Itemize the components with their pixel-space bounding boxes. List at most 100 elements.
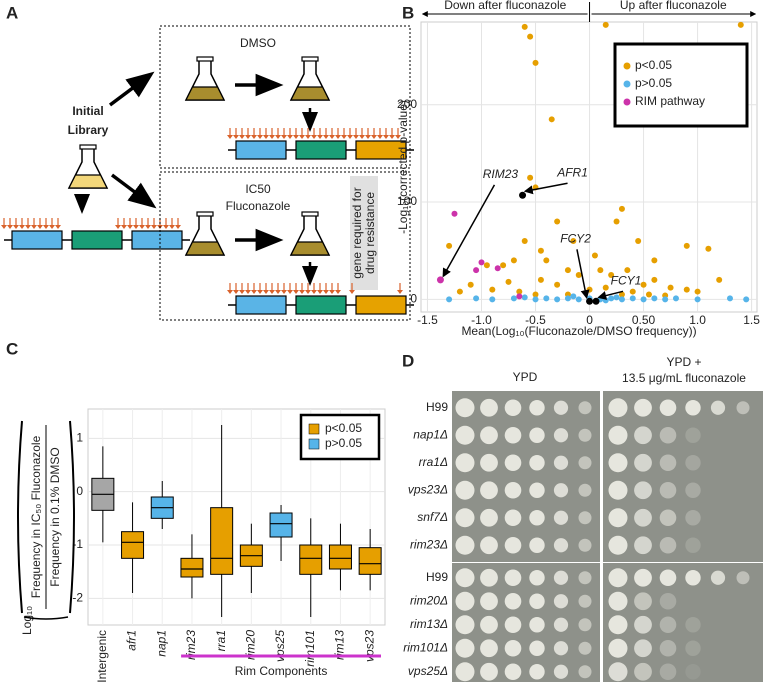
point	[570, 293, 577, 300]
point	[683, 286, 690, 293]
point	[521, 237, 528, 244]
flask-liquid	[290, 86, 330, 101]
direction-label: Up after fluconazole	[620, 0, 727, 12]
point	[510, 257, 517, 264]
insertion-arrow	[245, 290, 251, 294]
highlight	[350, 176, 378, 290]
colony-spot	[553, 594, 569, 609]
colony-spot	[455, 662, 475, 682]
paren	[23, 616, 69, 620]
y-tick-label: 0	[410, 292, 417, 306]
insertion-arrow	[43, 225, 49, 229]
insertion-arrow	[13, 225, 19, 229]
box	[269, 512, 293, 538]
legend-label: p>0.05	[635, 76, 672, 90]
colony-spot	[634, 639, 652, 658]
colony-spot	[608, 535, 628, 555]
legend-label: p<0.05	[635, 58, 672, 72]
y-tick-label: -1	[72, 537, 83, 551]
colony-spot	[480, 426, 498, 445]
point	[591, 252, 598, 259]
x-tick-label: 0.50	[632, 313, 656, 327]
insertion-arrow	[275, 135, 281, 139]
colony-spot	[529, 400, 545, 416]
x-tick-label: 0	[586, 313, 593, 327]
point	[624, 267, 631, 274]
insertion-arrow	[323, 290, 329, 294]
box	[210, 507, 234, 575]
point	[478, 259, 485, 266]
point	[543, 295, 550, 302]
colony-spot	[608, 480, 628, 500]
point	[737, 21, 744, 28]
colony-spot	[553, 641, 569, 656]
flask-liquid	[185, 241, 225, 256]
colony-spot	[685, 640, 701, 656]
annotation-label: RIM23	[483, 167, 519, 181]
insertion-arrow	[287, 135, 293, 139]
box	[121, 531, 145, 559]
annotated-point	[519, 191, 527, 199]
colony-spot	[578, 511, 592, 525]
point	[602, 284, 609, 291]
gene	[131, 230, 183, 250]
colony-spot	[634, 568, 652, 587]
x-tick-label: -1.0	[471, 313, 492, 327]
colony-spot	[634, 481, 652, 500]
colony-spot	[553, 428, 569, 443]
x-tick-label: rim13	[333, 630, 347, 660]
panel-label: B	[402, 3, 414, 22]
insertion-arrow	[169, 225, 175, 229]
box	[328, 544, 352, 570]
insertion-arrow	[233, 290, 239, 294]
insertion-arrow	[7, 225, 13, 229]
colony-spot	[553, 617, 569, 632]
insertion-arrow	[233, 135, 239, 139]
colony-spot	[529, 640, 545, 656]
colony-spot	[659, 616, 677, 634]
colony-spot	[608, 662, 628, 682]
point	[446, 242, 453, 249]
gene-note-text: drug resistance	[363, 192, 377, 274]
x-tick-label: Intergenic	[95, 630, 109, 682]
point	[651, 257, 658, 264]
point	[618, 296, 625, 303]
flask	[184, 56, 226, 101]
insertion-arrow	[281, 135, 287, 139]
flask	[289, 56, 331, 101]
point	[483, 262, 490, 269]
colony-spot	[529, 617, 545, 633]
insertion-arrow	[145, 225, 151, 229]
initial-library: Library	[68, 123, 109, 137]
colony-spot	[504, 569, 522, 587]
point	[570, 237, 577, 244]
colony-spot	[480, 508, 498, 527]
insertion-arrow	[305, 135, 311, 139]
panel-label: D	[402, 351, 414, 370]
point	[446, 296, 453, 303]
colony-spot	[504, 399, 522, 417]
initial-library: Initial	[72, 104, 103, 118]
box	[299, 544, 323, 575]
insertion-arrow	[227, 135, 233, 139]
condition-box	[159, 25, 411, 169]
point	[726, 295, 733, 302]
arrow	[110, 173, 157, 209]
colony-spot	[634, 662, 652, 681]
colony-spot	[553, 455, 569, 470]
insertion-arrow	[251, 290, 257, 294]
insertion-arrow	[163, 225, 169, 229]
point	[505, 278, 512, 285]
point	[694, 288, 701, 295]
condition-box	[159, 171, 411, 321]
insertion-arrow	[257, 290, 263, 294]
strain-label: rim13Δ	[410, 617, 448, 631]
gene-note: gene required for drug resistance	[350, 187, 377, 278]
y-tick-label: -2	[72, 591, 83, 605]
point	[618, 205, 625, 212]
insertion-arrow	[263, 290, 269, 294]
insertion-arrow	[353, 135, 359, 139]
point	[554, 281, 561, 288]
plate	[603, 391, 763, 562]
flask-rim	[79, 144, 97, 150]
